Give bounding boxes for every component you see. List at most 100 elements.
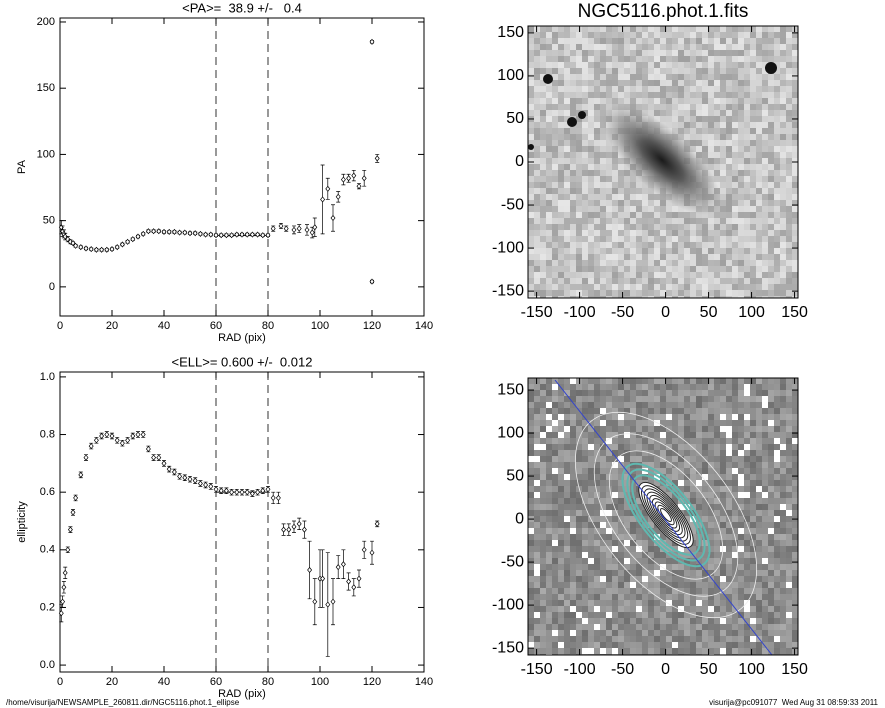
pixel	[570, 414, 576, 420]
pixel	[570, 164, 576, 170]
pixel	[684, 86, 690, 92]
pixel	[618, 378, 624, 384]
pixel	[624, 38, 630, 44]
pixel	[552, 558, 558, 564]
pixel	[534, 516, 540, 522]
pixel	[630, 630, 636, 636]
pixel	[744, 212, 750, 218]
pixel	[738, 528, 744, 534]
pixel	[570, 438, 576, 444]
pixel	[636, 212, 642, 218]
pixel	[600, 546, 606, 552]
pixel	[600, 444, 606, 450]
pixel	[756, 44, 762, 50]
pixel	[564, 290, 570, 296]
y-tick-label: 100	[497, 424, 524, 441]
x-axis-label: RAD (pix)	[218, 688, 266, 700]
pixel	[570, 50, 576, 56]
pixel	[732, 74, 738, 80]
pixel	[552, 468, 558, 474]
pixel	[588, 474, 594, 480]
pixel	[648, 432, 654, 438]
pixel	[606, 26, 612, 32]
pixel	[534, 200, 540, 206]
pixel	[732, 284, 738, 290]
pixel	[612, 26, 618, 32]
pixel	[696, 104, 702, 110]
pixel	[570, 230, 576, 236]
x-tick-label: 20	[106, 320, 118, 332]
pixel	[558, 260, 564, 266]
pixel	[792, 642, 798, 648]
pixel	[774, 68, 780, 74]
pixel	[534, 486, 540, 492]
pixel	[582, 56, 588, 62]
pixel	[780, 224, 786, 230]
pixel	[774, 242, 780, 248]
pixel	[720, 74, 726, 80]
pixel	[552, 224, 558, 230]
pixel	[582, 212, 588, 218]
pixel	[600, 152, 606, 158]
pixel	[750, 254, 756, 260]
pixel	[702, 74, 708, 80]
pixel	[546, 588, 552, 594]
pixel	[792, 176, 798, 182]
pixel	[774, 420, 780, 426]
pixel	[594, 390, 600, 396]
pixel	[630, 296, 636, 298]
pixel	[726, 86, 732, 92]
point	[229, 489, 235, 496]
pixel	[738, 206, 744, 212]
pixel	[762, 648, 768, 654]
pixel	[768, 450, 774, 456]
point	[374, 155, 380, 162]
pixel	[744, 636, 750, 642]
pixel	[702, 230, 708, 236]
y-tick-label: 0	[49, 281, 55, 293]
pixel	[630, 62, 636, 68]
pixel	[654, 254, 660, 260]
pixel	[642, 98, 648, 104]
pixel	[672, 236, 678, 242]
pixel	[582, 492, 588, 498]
pixel	[786, 80, 792, 86]
pixel	[762, 116, 768, 122]
pixel	[786, 206, 792, 212]
pixel	[678, 278, 684, 284]
pixel	[576, 432, 582, 438]
pixel	[792, 62, 798, 68]
pixel	[762, 38, 768, 44]
pixel	[780, 248, 786, 254]
pixel	[678, 396, 684, 402]
pixel	[708, 558, 714, 564]
pixel	[618, 450, 624, 456]
pixel	[696, 432, 702, 438]
pixel	[768, 158, 774, 164]
pixel	[564, 218, 570, 224]
pixel	[594, 516, 600, 522]
pixel	[762, 528, 768, 534]
pixel	[564, 32, 570, 38]
pixel	[756, 170, 762, 176]
pixel	[720, 62, 726, 68]
pixel	[618, 248, 624, 254]
pixel	[630, 600, 636, 606]
pixel	[780, 570, 786, 576]
pixel	[732, 86, 738, 92]
pixel	[774, 636, 780, 642]
pixel	[582, 624, 588, 630]
pixel	[606, 444, 612, 450]
pixel	[690, 290, 696, 296]
pixel	[636, 224, 642, 230]
pixel	[732, 134, 738, 140]
pixel	[792, 468, 798, 474]
pixel	[606, 176, 612, 182]
pixel	[762, 68, 768, 74]
pixel	[780, 242, 786, 248]
pixel	[618, 576, 624, 582]
pixel	[564, 230, 570, 236]
pixel	[768, 510, 774, 516]
pixel	[702, 86, 708, 92]
pixel	[528, 648, 534, 654]
